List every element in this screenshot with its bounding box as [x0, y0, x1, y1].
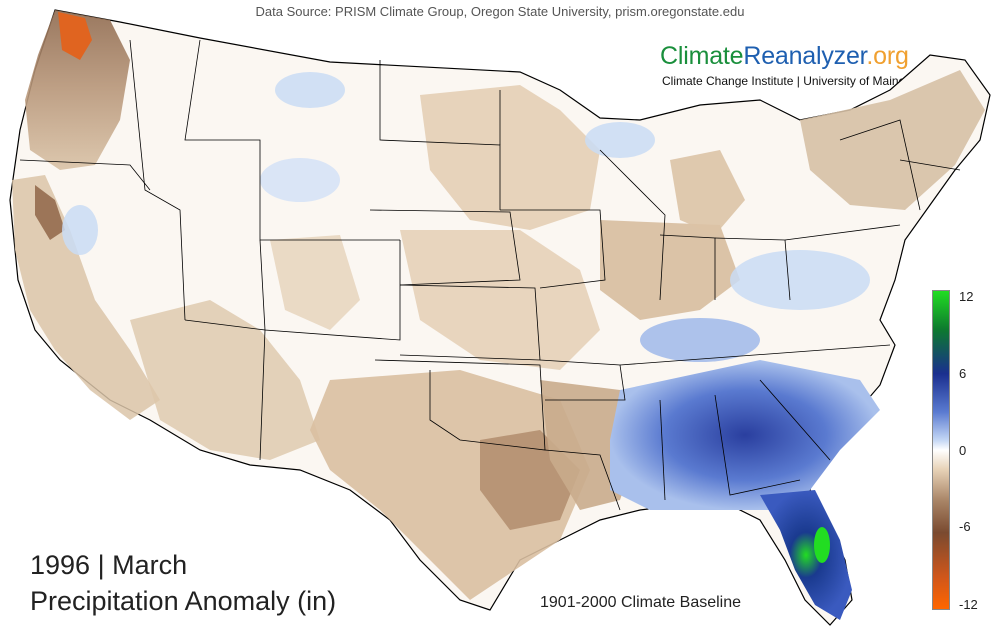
state-line-west-3	[184, 39, 400, 241]
data-source-caption: Data Source: PRISM Climate Group, Oregon…	[255, 4, 745, 19]
climate-baseline-label: 1901-2000 Climate Baseline	[540, 594, 742, 611]
northeast-dry-region	[800, 70, 985, 210]
midwest-dry-region	[600, 220, 740, 320]
montana-wet-patch	[275, 72, 345, 108]
southeast-wet-region	[610, 360, 880, 510]
map-title-date: 1996 | March	[30, 550, 188, 580]
state-line-south-2	[659, 399, 666, 501]
florida-wet-region	[760, 490, 852, 620]
northern-plains-dry-region	[420, 85, 600, 230]
texas-dry-region	[310, 370, 590, 600]
florida-extreme-wet-core	[814, 527, 830, 563]
oregon-washington-extreme-dry	[58, 12, 92, 60]
wyoming-wet-patch	[260, 158, 340, 202]
kentucky-tennessee-wet	[640, 318, 760, 362]
state-line-plains-1	[379, 60, 501, 210]
michigan-dry-patch	[670, 150, 745, 235]
legend-tick-minus-12: -12	[959, 597, 978, 612]
state-line-south-3	[714, 394, 801, 496]
state-line-east-2	[839, 119, 921, 211]
logo-part-reanalyzer: Reanalyzer	[743, 42, 867, 70]
legend-tick-6: 6	[959, 366, 967, 381]
climate-reanalyzer-logo: ClimateReanalyzer.org	[660, 42, 909, 71]
legend-tick-0: 0	[959, 443, 967, 458]
logo-subtitle: Climate Change Institute | University of…	[662, 74, 906, 88]
state-line-west-1	[19, 159, 151, 191]
state-line-east-1	[784, 224, 901, 241]
state-line-plains-5	[374, 359, 546, 451]
logo-part-org: .org	[866, 42, 909, 70]
state-line-west-5	[259, 239, 401, 341]
central-plains-dry-region	[400, 230, 600, 370]
state-boundaries	[19, 39, 961, 511]
sierra-dry-band	[35, 185, 65, 240]
great-lakes-wet-patch	[585, 122, 655, 158]
state-line-south-1	[619, 344, 891, 366]
ohio-valley-wet-patch	[730, 250, 870, 310]
state-line-south-4	[759, 379, 831, 461]
state-line-plains-3	[369, 209, 521, 286]
state-line-central-1	[500, 209, 606, 289]
state-line-east-3	[899, 159, 961, 171]
legend-tick-minus-6: -6	[959, 519, 971, 534]
nevada-wet-patch	[62, 205, 98, 255]
map-title-metric: Precipitation Anomaly (in)	[30, 586, 337, 616]
state-line-midwest-1	[599, 149, 666, 301]
state-line-central-2	[539, 359, 626, 401]
state-line-plains-4	[399, 284, 541, 361]
state-line-west-2	[129, 39, 186, 321]
logo-part-climate: Climate	[660, 42, 744, 70]
legend-tick-12: 12	[959, 289, 974, 304]
four-corners-dry-patch	[270, 235, 360, 330]
state-line-central-3	[544, 449, 621, 511]
southwest-dry-region	[130, 300, 320, 460]
pacific-northwest-dry-region	[25, 10, 130, 170]
legend-colorbar	[932, 290, 950, 610]
